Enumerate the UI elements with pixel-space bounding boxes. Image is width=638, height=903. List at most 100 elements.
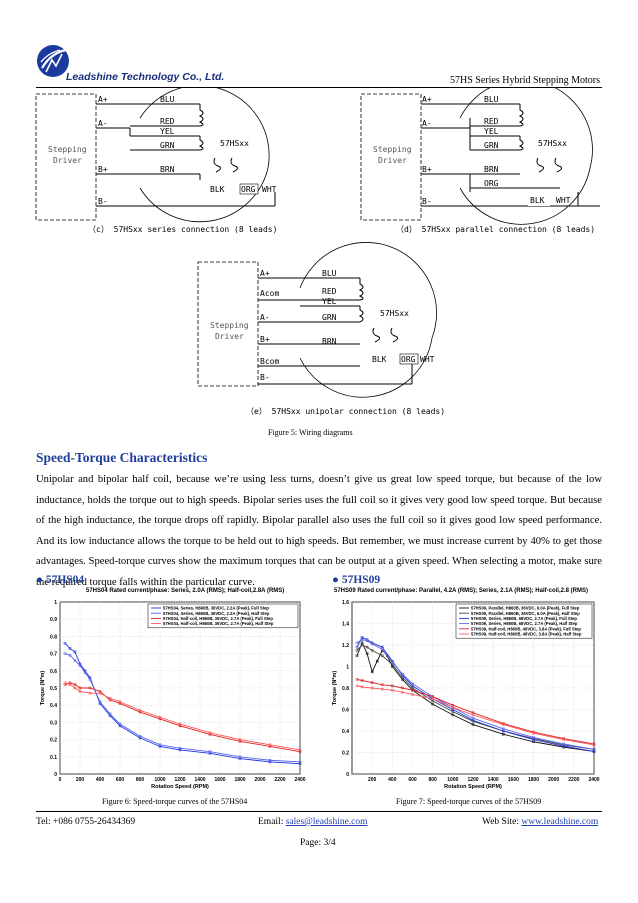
chart-1: 57HS04 Rated current/phase: Series, 2.0A… bbox=[38, 588, 310, 792]
data-point bbox=[238, 740, 242, 743]
data-point bbox=[391, 660, 394, 664]
x-tick-label: 1000 bbox=[154, 777, 165, 783]
website-link[interactable]: www.leadshine.com bbox=[521, 817, 599, 827]
svg-text:BLK: BLK bbox=[210, 185, 225, 194]
data-point bbox=[355, 645, 359, 649]
svg-text:BLK: BLK bbox=[530, 196, 545, 205]
svg-text:BRN: BRN bbox=[484, 165, 499, 174]
data-point bbox=[68, 647, 72, 650]
data-point bbox=[375, 659, 379, 663]
section-title: Speed-Torque Characteristics bbox=[36, 450, 208, 465]
series-line-4 bbox=[64, 682, 301, 751]
data-point bbox=[108, 697, 112, 700]
data-point bbox=[68, 654, 72, 657]
chart-1-title: 57HS04 Rated current/phase: Series, 2.0A… bbox=[86, 588, 285, 594]
data-point bbox=[108, 712, 112, 716]
svg-text:Driver: Driver bbox=[215, 332, 244, 341]
legend-box bbox=[455, 603, 593, 639]
footer-rule bbox=[36, 811, 602, 812]
y-tick-label: 0.8 bbox=[342, 686, 349, 692]
legend-entry: 57HS04, Half-coil, H860B, 36VDC, 2.7A (P… bbox=[163, 616, 273, 621]
data-point bbox=[63, 642, 67, 645]
svg-text:BRN: BRN bbox=[322, 337, 337, 346]
legend-entry: 57HS09, Parallel, H860B, 36VDC, 6.0A (Pe… bbox=[471, 611, 580, 616]
y-tick-label: 1.6 bbox=[342, 600, 349, 606]
svg-text:Stepping: Stepping bbox=[373, 145, 412, 154]
svg-text:A-: A- bbox=[98, 119, 108, 128]
x-tick-label: 1000 bbox=[447, 777, 458, 783]
data-point bbox=[78, 662, 82, 666]
y-tick-label: 0.8 bbox=[50, 634, 57, 640]
y-tick-label: 1 bbox=[346, 665, 349, 671]
data-point bbox=[208, 733, 212, 736]
svg-text:WHT: WHT bbox=[556, 196, 571, 205]
chart-1-svg: 0 200 400 600 800 1000 1200 1400 1600 1800 2000 220… bbox=[40, 600, 306, 790]
data-point bbox=[360, 679, 364, 682]
data-point bbox=[355, 684, 359, 688]
svg-text:A+: A+ bbox=[98, 95, 108, 104]
x-tick-label: 2400 bbox=[588, 777, 599, 783]
y-tick-label: 0 bbox=[346, 772, 349, 778]
series-line-1 bbox=[356, 641, 595, 752]
data-point bbox=[118, 724, 122, 728]
x-tick-label: 2200 bbox=[568, 777, 579, 783]
legend: 57HS04, Series, H860B, 36VDC, 2.2A (Peak… bbox=[147, 603, 299, 629]
wiring-diagram-unipolar: Stepping Driver A+ Acom A- B+ Bcom B- BL… bbox=[197, 242, 437, 398]
y-tick-label: 0.5 bbox=[50, 686, 57, 692]
svg-text:RED: RED bbox=[160, 117, 175, 126]
data-point bbox=[88, 686, 92, 690]
svg-text:57HSxx: 57HSxx bbox=[380, 309, 409, 318]
x-tick-label: 1600 bbox=[214, 777, 225, 783]
x-tick-label: 400 bbox=[388, 777, 397, 783]
data-point bbox=[73, 686, 77, 690]
data-point bbox=[381, 654, 384, 657]
svg-text:A+: A+ bbox=[422, 95, 432, 104]
data-point bbox=[532, 731, 535, 735]
data-point bbox=[108, 714, 112, 717]
svg-text:B-: B- bbox=[98, 197, 108, 206]
data-point bbox=[98, 690, 102, 693]
series-line-5 bbox=[356, 678, 595, 745]
y-tick-label: 1 bbox=[54, 600, 57, 606]
chart-2-title: 57HS09 Rated current/phase: Parallel, 4.… bbox=[334, 588, 588, 594]
svg-text:YEL: YEL bbox=[484, 127, 499, 136]
data-point bbox=[138, 709, 142, 712]
data-point bbox=[502, 727, 505, 731]
x-tick-label: 200 bbox=[368, 777, 377, 783]
data-point bbox=[88, 691, 92, 695]
data-point bbox=[411, 682, 414, 685]
x-tick-label: 2000 bbox=[254, 777, 265, 783]
svg-text:BLU: BLU bbox=[322, 269, 337, 278]
svg-text:B-: B- bbox=[422, 197, 432, 206]
section-body: Unipolar and bipolar half coil, because … bbox=[36, 474, 602, 588]
svg-text:BLU: BLU bbox=[484, 95, 499, 104]
svg-text:Stepping: Stepping bbox=[210, 321, 249, 330]
legend-entry: 57HS09, Parallel, H860B, 36VDC, 6.0A (Pe… bbox=[471, 606, 580, 611]
company-logo bbox=[36, 44, 70, 78]
svg-text:B-: B- bbox=[260, 373, 270, 382]
data-point bbox=[592, 743, 596, 747]
svg-text:GRN: GRN bbox=[160, 141, 175, 150]
data-point bbox=[73, 683, 77, 686]
data-point bbox=[268, 758, 272, 762]
data-point bbox=[68, 681, 72, 685]
data-point bbox=[78, 686, 82, 690]
legend: 57HS09, Parallel, H860B, 36VDC, 6.0A (Pe… bbox=[455, 603, 593, 639]
data-point bbox=[355, 678, 359, 681]
svg-text:ORG: ORG bbox=[241, 185, 256, 194]
email-link[interactable]: sales@leadshine.com bbox=[285, 817, 368, 827]
data-point bbox=[360, 638, 364, 641]
svg-text:57HSxx: 57HSxx bbox=[538, 139, 567, 148]
data-point bbox=[411, 688, 414, 692]
x-tick-label: 1800 bbox=[234, 777, 245, 783]
footer-web-label: Web Site: bbox=[482, 817, 522, 827]
svg-text:A-: A- bbox=[260, 313, 270, 322]
x-tick-label: 800 bbox=[136, 777, 145, 783]
data-point bbox=[208, 752, 212, 755]
data-point bbox=[451, 706, 455, 709]
data-point bbox=[298, 748, 302, 752]
legend-entry: 57HS04, Series, H860B, 36VDC, 2.2A (Peak… bbox=[163, 611, 270, 616]
x-tick-label: 1600 bbox=[508, 777, 519, 783]
svg-text:A+: A+ bbox=[260, 269, 270, 278]
svg-text:GRN: GRN bbox=[322, 313, 337, 322]
